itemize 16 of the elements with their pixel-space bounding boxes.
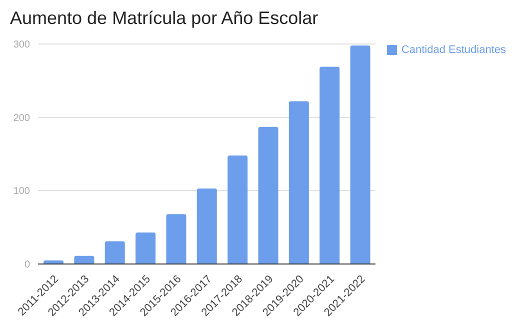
bar [258,126,278,264]
bar [74,256,94,264]
y-tick-label: 200 [13,112,30,124]
bar [196,188,217,264]
legend-label: Cantidad Estudiantes [401,44,506,56]
y-tick-label: 300 [13,40,30,51]
bar [104,241,125,264]
bar [136,232,156,264]
bar [320,66,340,264]
y-tick-label: 0 [24,260,30,271]
bar [288,101,309,264]
y-tick-label: 100 [13,186,30,198]
bar [228,155,248,264]
bar [166,214,186,264]
bar [350,45,370,264]
chart-title: Aumento de Matrícula por Año Escolar [10,8,318,29]
